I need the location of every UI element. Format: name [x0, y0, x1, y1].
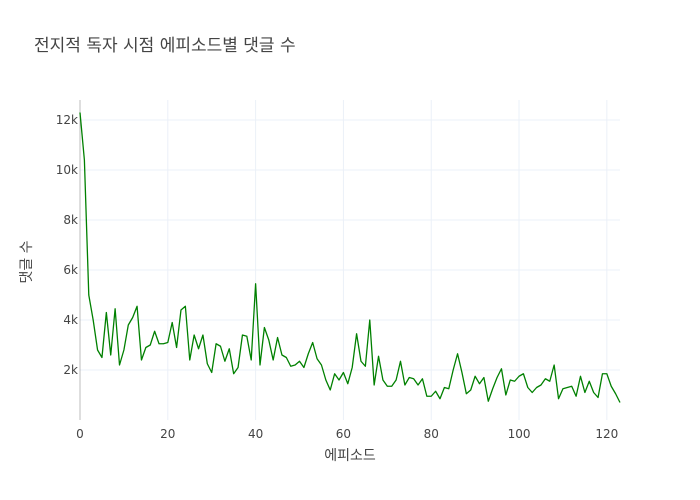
y-tick-label: 2k	[63, 363, 78, 377]
y-tick-label: 6k	[63, 263, 78, 277]
x-tick-label: 80	[424, 427, 439, 441]
x-tick-label: 120	[595, 427, 618, 441]
chart-title: 전지적 독자 시점 에피소드별 댓글 수	[34, 36, 296, 56]
series-line	[79, 112, 621, 403]
x-tick-label: 60	[336, 427, 351, 441]
x-tick-label: 100	[508, 427, 531, 441]
y-tick-label: 12k	[56, 113, 78, 127]
y-tick-label: 10k	[56, 163, 78, 177]
y-tick-label: 4k	[63, 313, 78, 327]
y-tick-label: 8k	[63, 213, 78, 227]
x-tick-label: 20	[160, 427, 175, 441]
x-tick-label: 40	[248, 427, 263, 441]
x-tick-label: 0	[76, 427, 84, 441]
y-axis-title: 댓글 수	[19, 240, 35, 283]
x-axis-title: 에피소드	[324, 448, 376, 464]
